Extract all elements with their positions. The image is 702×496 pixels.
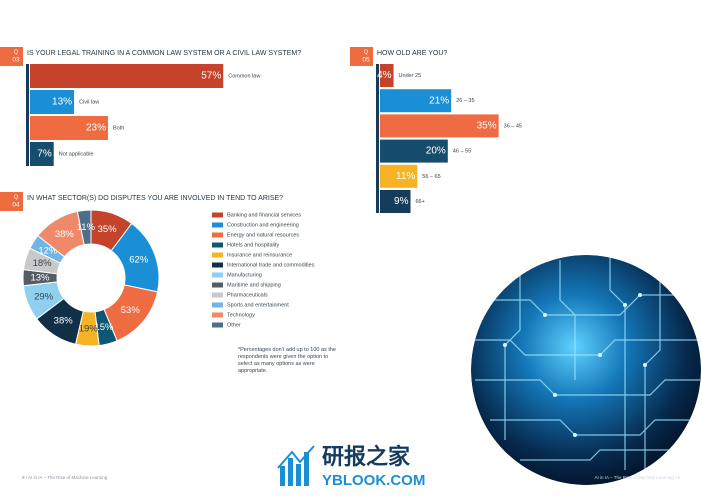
- donut-value-label: 38%: [54, 315, 74, 326]
- bar-category-label: Civil law: [79, 99, 99, 105]
- bar-category-label: Common law: [228, 73, 260, 79]
- question-title: IS YOUR LEGAL TRAINING IN A COMMON LAW S…: [27, 50, 301, 57]
- legend-swatch: [212, 302, 223, 308]
- watermark-logo: [277, 445, 315, 486]
- bar-value-label: 20%: [426, 146, 446, 157]
- bar-value-label: 7%: [37, 149, 52, 160]
- legend-swatch: [212, 252, 223, 258]
- legend-label: Maritime and shipping: [227, 282, 281, 288]
- question-number: 04: [12, 202, 20, 209]
- legend-label: International trade and commodities: [227, 262, 315, 268]
- bar: [380, 164, 418, 188]
- bar-value-label: 35%: [477, 121, 497, 132]
- donut-value-label: 29%: [34, 291, 54, 302]
- legend-swatch: [212, 242, 223, 248]
- donut-value-label: 11%: [77, 222, 96, 233]
- watermark-url: YBLOOK.COM: [322, 472, 425, 489]
- bar-value-label: 13%: [52, 97, 72, 108]
- donut-segment: [76, 209, 92, 246]
- bar-category-label: Not applicable: [59, 151, 94, 157]
- donut-value-label: 19%: [79, 323, 99, 334]
- bar: [380, 139, 448, 163]
- question-badge: [0, 192, 23, 211]
- question-prefix: Q: [14, 49, 19, 55]
- bar-category-label: Both: [113, 125, 124, 131]
- bar-value-label: 11%: [396, 171, 415, 182]
- legend-swatch: [212, 232, 223, 238]
- legend-label: Other: [227, 322, 241, 328]
- donut-value-label: 38%: [55, 229, 75, 240]
- donut-value-label: 18%: [33, 258, 53, 269]
- axis-strip: [26, 64, 29, 166]
- question-number: 05: [362, 57, 370, 64]
- legend-label: Pharmaceuticals: [227, 292, 268, 298]
- donut-value-label: 53%: [121, 305, 141, 316]
- watermark-name: 研报之家: [322, 444, 411, 469]
- legend-swatch: [212, 262, 223, 268]
- bar-value-label: 57%: [201, 71, 221, 82]
- bar-category-label: 36 – 45: [504, 123, 522, 129]
- bar-category-label: 26 – 35: [456, 98, 474, 104]
- circuit-sphere: [471, 255, 701, 485]
- legend-swatch: [212, 292, 223, 298]
- legend-label: Construction and engineering: [227, 222, 299, 228]
- question-badge: [0, 47, 23, 66]
- bar-value-label: 9%: [394, 196, 409, 207]
- bar: [380, 64, 394, 87]
- footnote: *Percentages don't add up to 100 as the …: [238, 347, 336, 374]
- legend-swatch: [212, 272, 223, 278]
- question-prefix: Q: [364, 49, 369, 55]
- bar: [380, 114, 499, 138]
- bar: [380, 190, 411, 213]
- legend-swatch: [212, 212, 223, 218]
- question-title: HOW OLD ARE YOU?: [377, 50, 447, 57]
- question-number: 03: [12, 57, 20, 64]
- legend-label: Sports and entertainment: [227, 302, 289, 308]
- donut-value-label: 62%: [129, 254, 149, 265]
- bar-category-label: 66+: [416, 199, 425, 205]
- footer-left: 8 / AI in IA – The Rise of Machine Learn…: [22, 475, 108, 480]
- bar: [30, 116, 108, 140]
- question-title: IN WHAT SECTOR(S) DO DISPUTES YOU ARE IN…: [27, 195, 283, 202]
- donut-value-label: 35%: [98, 224, 118, 235]
- bar-value-label: 4%: [377, 70, 392, 81]
- legend-label: Manufacturing: [227, 272, 262, 278]
- bar: [30, 90, 75, 114]
- question-prefix: Q: [14, 194, 19, 200]
- bar: [380, 89, 452, 113]
- legend-swatch: [212, 322, 223, 328]
- donut-value-label: 13%: [30, 272, 50, 283]
- bar: [30, 64, 224, 88]
- legend-swatch: [212, 282, 223, 288]
- footer-right: AI in IA – The Rise of Machine Learning …: [595, 475, 681, 480]
- legend-label: Energy and natural resources: [227, 232, 299, 238]
- legend-label: Hotels and hospitality: [227, 242, 280, 248]
- legend-label: Banking and financial services: [227, 212, 301, 218]
- legend-swatch: [212, 312, 223, 318]
- legend-label: Insurance and reinsurance: [227, 252, 292, 258]
- bar-value-label: 23%: [86, 123, 106, 134]
- bar: [30, 142, 54, 166]
- donut-value-label: 15%: [94, 322, 114, 333]
- bar-value-label: 21%: [429, 95, 449, 106]
- bar-category-label: 46 – 55: [453, 149, 471, 155]
- axis-strip: [376, 64, 379, 213]
- bar-category-label: Under 25: [399, 73, 422, 79]
- bar-category-label: 56 – 65: [422, 174, 440, 180]
- question-badge: [350, 47, 373, 66]
- legend-label: Technology: [227, 312, 255, 318]
- legend-swatch: [212, 222, 223, 228]
- donut-value-label: 12%: [38, 245, 58, 256]
